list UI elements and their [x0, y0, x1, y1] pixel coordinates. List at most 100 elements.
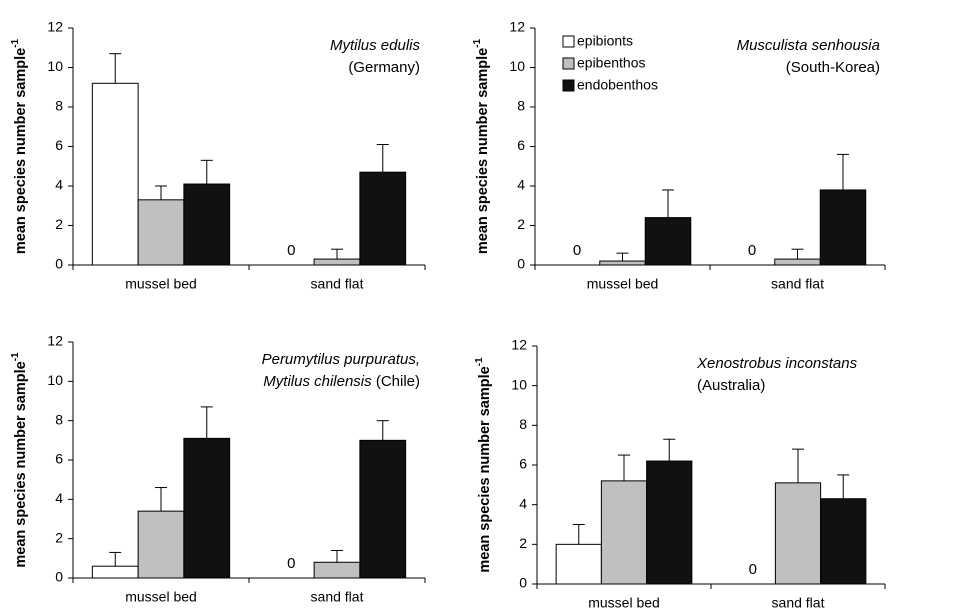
bar — [183, 183, 231, 266]
zero-label: 0 — [749, 561, 757, 578]
y-tick-label: 12 — [511, 337, 527, 353]
bar — [646, 460, 693, 585]
y-tick-label: 0 — [517, 256, 525, 272]
y-tick-label: 0 — [55, 256, 63, 272]
bar — [600, 480, 648, 585]
annotation: Mytilus edulis — [330, 37, 421, 54]
x-tick-label: sand flat — [311, 276, 364, 292]
y-axis-label: mean species number sample-1 — [10, 352, 29, 568]
annotation-text: Musculista senhousia — [737, 37, 880, 54]
y-axis-label-sup: -1 — [10, 352, 21, 361]
annotation-text: Mytilus edulis — [330, 37, 421, 54]
y-tick-label: 2 — [519, 535, 527, 551]
annotation-text: (Australia) — [697, 377, 765, 394]
x-tick-label: mussel bed — [125, 276, 197, 292]
bar — [91, 565, 139, 579]
y-tick-label: 12 — [47, 333, 63, 349]
y-tick-label: 10 — [509, 58, 525, 74]
panel: mean species number sample-1 0 2 4 6 8 10 12 mus… — [472, 19, 886, 292]
bar — [820, 498, 867, 585]
y-tick-label: 6 — [55, 137, 63, 153]
bar — [555, 543, 602, 585]
x-tick-label: mussel bed — [587, 276, 659, 292]
y-tick-label: 8 — [519, 416, 527, 432]
annotation-text: (Germany) — [348, 59, 420, 76]
x-tick-label: mussel bed — [588, 595, 660, 611]
y-axis-label-sup: -1 — [474, 357, 485, 366]
annotation: (Germany) — [348, 59, 420, 76]
annotation: Mytilus chilensis (Chile) — [263, 373, 420, 390]
y-axis-label-text: mean species number sample — [477, 366, 493, 572]
y-tick-label: 4 — [517, 177, 525, 193]
y-axis-label: mean species number sample-1 — [472, 38, 491, 254]
panel: mean species number sample-1 0 2 4 6 8 10 12 mus… — [474, 337, 886, 611]
y-tick-label: 6 — [519, 456, 527, 472]
zero-label: 0 — [573, 242, 581, 259]
legend-swatch — [562, 57, 575, 70]
x-tick-label: sand flat — [311, 589, 364, 605]
zero-label: 0 — [287, 242, 295, 259]
y-tick-label: 10 — [47, 58, 63, 74]
y-tick-label: 0 — [55, 569, 63, 585]
y-tick-label: 10 — [511, 376, 527, 392]
bar — [313, 561, 361, 579]
y-tick-label: 2 — [55, 216, 63, 232]
y-axis-label-text: mean species number sample — [475, 48, 491, 254]
annotation: Xenostrobus inconstans — [696, 355, 858, 372]
y-axis-label: mean species number sample-1 — [474, 357, 493, 573]
y-tick-label: 8 — [55, 411, 63, 427]
y-tick-label: 10 — [47, 372, 63, 388]
panel: mean species number sample-1 0 2 4 6 8 10 12 mus… — [10, 19, 426, 292]
annotation-text: Mytilus chilensis — [263, 373, 372, 390]
y-axis-label: mean species number sample-1 — [10, 38, 29, 254]
bar — [774, 482, 822, 585]
y-tick-label: 12 — [509, 19, 525, 35]
legend-swatch — [562, 35, 575, 48]
x-tick-label: sand flat — [771, 276, 824, 292]
y-tick-label: 6 — [517, 137, 525, 153]
x-tick-label: mussel bed — [125, 589, 197, 605]
y-tick-label: 4 — [55, 177, 63, 193]
legend-swatch — [562, 79, 575, 92]
bar — [313, 258, 361, 266]
y-tick-label: 12 — [47, 19, 63, 35]
panel: mean species number sample-1 0 2 4 6 8 10 12 mus… — [10, 333, 426, 605]
zero-label: 0 — [287, 555, 295, 572]
annotation-text: Perumytilus purpuratus, — [262, 351, 420, 368]
y-axis-label-sup: -1 — [10, 38, 21, 47]
y-tick-label: 4 — [55, 490, 63, 506]
y-tick-label: 8 — [517, 98, 525, 114]
bar — [359, 439, 407, 579]
legend-label: epibionts — [577, 33, 633, 49]
bar — [183, 437, 231, 579]
x-tick-label: sand flat — [772, 595, 825, 611]
y-axis-label-text: mean species number sample — [13, 48, 29, 254]
legend-label: epibenthos — [577, 55, 646, 71]
annotation: (South-Korea) — [786, 59, 880, 76]
y-tick-label: 2 — [55, 529, 63, 545]
bar — [819, 189, 867, 266]
annotation: (Australia) — [697, 377, 765, 394]
bar — [137, 510, 185, 579]
bar — [644, 217, 692, 266]
bar — [91, 82, 139, 266]
bar — [137, 199, 185, 266]
y-tick-label: 6 — [55, 451, 63, 467]
annotation-text: Xenostrobus inconstans — [696, 355, 858, 372]
y-axis-label-sup: -1 — [472, 38, 483, 47]
bar — [774, 258, 821, 266]
annotation-text: (South-Korea) — [786, 59, 880, 76]
annotation-text: (Chile) — [372, 373, 420, 390]
y-tick-label: 2 — [517, 216, 525, 232]
legend-label: endobenthos — [577, 77, 658, 93]
y-tick-label: 4 — [519, 495, 527, 511]
y-tick-label: 8 — [55, 98, 63, 114]
bar — [599, 260, 646, 266]
annotation: Perumytilus purpuratus, — [262, 351, 420, 368]
y-tick-label: 0 — [519, 575, 527, 591]
annotation: Musculista senhousia — [737, 37, 880, 54]
bar — [359, 171, 407, 266]
zero-label: 0 — [748, 242, 756, 259]
y-axis-label-text: mean species number sample — [13, 361, 29, 567]
